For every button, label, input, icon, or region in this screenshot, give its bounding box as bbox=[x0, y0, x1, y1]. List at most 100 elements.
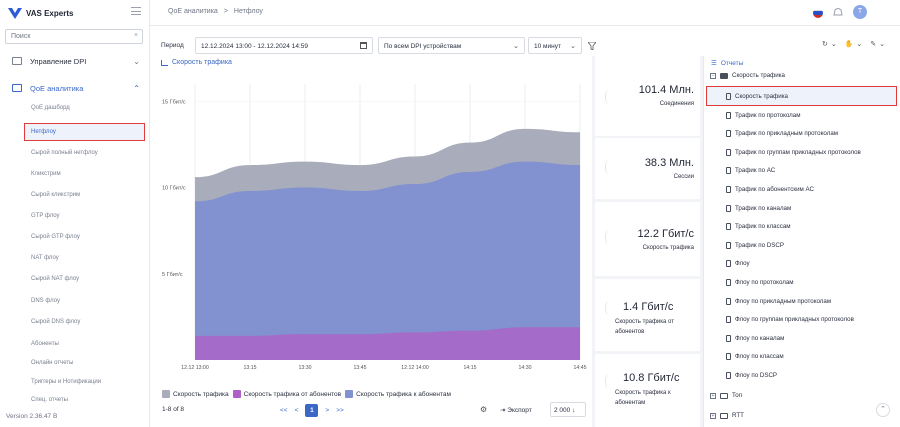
nav-item-special-reports[interactable]: Спец. отчеты bbox=[31, 397, 68, 403]
nav-item-online-reports[interactable]: Онлайн отчеты bbox=[31, 360, 74, 366]
hamburger-menu-icon[interactable] bbox=[131, 7, 141, 15]
nav-item-subscribers[interactable]: Абоненты bbox=[31, 341, 59, 347]
document-icon bbox=[726, 372, 731, 379]
document-icon bbox=[726, 186, 731, 193]
notifications-icon[interactable] bbox=[832, 7, 844, 17]
breadcrumb-item-netflow: Нетфлоу bbox=[233, 8, 263, 15]
refresh-icon[interactable]: ↻ bbox=[822, 41, 831, 48]
nav-item-clickstream[interactable]: Кликстрим bbox=[31, 171, 61, 177]
export-button[interactable]: ⇥ Экспорт bbox=[500, 407, 532, 414]
logo[interactable]: VAS Experts bbox=[8, 6, 73, 20]
chart-icon bbox=[161, 59, 168, 66]
breadcrumb-item-qoe[interactable]: QoE аналитика bbox=[168, 8, 218, 15]
breadcrumb: QoE аналитика > Нетфлоу bbox=[168, 8, 263, 15]
report-item[interactable]: Трафик по АС bbox=[726, 167, 775, 175]
tree-folder-traffic-speed[interactable]: − Скорость трафика bbox=[710, 72, 785, 79]
kpi-label: Скорость трафика от абонентов bbox=[615, 319, 675, 335]
scroll-to-top-button[interactable]: ⌃ bbox=[876, 403, 890, 417]
period-picker[interactable]: 12.12.2024 13:00 - 12.12.2024 14:59 bbox=[195, 37, 373, 54]
first-page-button[interactable]: << bbox=[280, 407, 288, 414]
document-icon bbox=[726, 93, 731, 100]
folder-label: RTT bbox=[732, 412, 744, 419]
dropdown-icon[interactable]: ⌄ bbox=[830, 41, 840, 48]
kpi-card-traffic-from-subscribers: 1.4 Гбит/с Скорость трафика от абонентов bbox=[595, 279, 700, 351]
report-item[interactable]: Флоу по группам прикладных протоколов bbox=[726, 316, 854, 324]
expand-icon[interactable]: + bbox=[710, 412, 716, 419]
filter-icon[interactable] bbox=[588, 42, 596, 50]
nav-item-dns-flow[interactable]: DNS флоу bbox=[31, 298, 60, 304]
legend-item-total[interactable]: Скорость трафика bbox=[162, 390, 229, 398]
user-avatar[interactable]: T bbox=[853, 5, 867, 19]
nav-item-raw-nat-flow[interactable]: Сырой NAT флоу bbox=[31, 276, 80, 282]
report-item[interactable]: Флоу по DSCP bbox=[726, 372, 777, 379]
nav-item-raw-dns-flow[interactable]: Сырой DNS флоу bbox=[31, 319, 81, 325]
nav-item-nat-flow[interactable]: NAT флоу bbox=[31, 255, 59, 261]
chevron-down-icon: ⌄ bbox=[513, 43, 519, 50]
chart-title[interactable]: Скорость трафика bbox=[161, 59, 232, 66]
interval-select[interactable]: 10 минут ⌄ bbox=[528, 37, 582, 54]
reports-title: Отчеты bbox=[720, 59, 744, 67]
report-item[interactable]: Скорость трафика bbox=[726, 93, 788, 100]
traffic-chart[interactable]: 15 Гбит/с 10 Гбит/с 5 Гбит/с 12.12 13:00 13:… bbox=[150, 70, 590, 390]
report-item[interactable]: Флоу по классам bbox=[726, 353, 784, 361]
report-item[interactable]: Флоу bbox=[726, 260, 750, 268]
report-item[interactable]: Трафик по DSCP bbox=[726, 241, 784, 249]
report-item[interactable]: Трафик по классам bbox=[726, 223, 791, 231]
current-page-button[interactable]: 1 bbox=[305, 404, 319, 417]
tree-folder-rtt[interactable]: + RTT bbox=[710, 412, 744, 419]
nav-item-qoe-dashboard[interactable]: QoE дашборд bbox=[31, 105, 70, 111]
legend-item-to-subscribers[interactable]: Скорость трафика к абонентам bbox=[345, 390, 451, 398]
report-item[interactable]: Трафик по группам прикладных протоколов bbox=[726, 148, 861, 156]
kpi-decoration bbox=[605, 230, 611, 244]
nav-group-qoe-analytics[interactable]: QoE аналитика ⌃ bbox=[0, 79, 150, 97]
report-item-label: Флоу по прикладным протоколам bbox=[735, 297, 832, 305]
document-icon bbox=[726, 167, 731, 175]
folder-icon bbox=[720, 392, 728, 399]
x-tick-label: 13:15 bbox=[244, 365, 257, 371]
next-page-button[interactable]: > bbox=[325, 407, 330, 414]
dpi-device-select[interactable]: По всем DPI устройствам ⌄ bbox=[378, 37, 525, 54]
report-item[interactable]: Трафик по каналам bbox=[726, 204, 792, 212]
folder-icon bbox=[720, 412, 728, 419]
y-tick-label: 10 Гбит/с bbox=[162, 186, 186, 192]
nav-item-raw-gtp-flow[interactable]: Сырой GTP флоу bbox=[31, 234, 80, 240]
collapse-icon[interactable]: − bbox=[710, 72, 716, 79]
dropdown-icon[interactable]: ⌄ bbox=[856, 41, 866, 48]
report-item[interactable]: Флоу по прикладным протоколам bbox=[726, 297, 832, 305]
kpi-card-traffic-to-subscribers: 10.8 Гбит/с Скорость трафика к абонентам bbox=[595, 354, 700, 427]
nav-group-dpi-management[interactable]: Управление DPI ⌄ bbox=[0, 52, 150, 70]
nav-item-raw-full-netflow[interactable]: Сырой полный нетфлоу bbox=[31, 150, 98, 156]
report-item[interactable]: Трафик по протоколам bbox=[726, 111, 801, 119]
report-item[interactable]: Трафик по прикладным протоколам bbox=[726, 130, 838, 138]
nav-item-gtp-flow[interactable]: GTP флоу bbox=[31, 213, 60, 219]
expand-icon[interactable]: + bbox=[710, 392, 716, 399]
pan-icon[interactable]: ✋ bbox=[844, 41, 857, 48]
folder-open-icon bbox=[720, 72, 728, 79]
page-size-select[interactable]: 2 000 ↓ bbox=[550, 402, 586, 417]
search-input[interactable]: Поиск × bbox=[5, 29, 143, 44]
nav-item-triggers[interactable]: Триггеры и Нотификации bbox=[31, 379, 102, 385]
chevron-down-icon: ⌄ bbox=[133, 56, 140, 66]
prev-page-button[interactable]: < bbox=[294, 407, 299, 414]
tree-folder-top[interactable]: + Топ bbox=[710, 392, 742, 399]
dropdown-icon[interactable]: ⌄ bbox=[879, 41, 888, 48]
report-item-label: Трафик по каналам bbox=[735, 204, 792, 212]
report-item[interactable]: Флоу по протоколам bbox=[726, 279, 794, 286]
nav-item-raw-clickstream[interactable]: Сырой кликстрим bbox=[31, 192, 81, 198]
settings-gear-icon[interactable]: ⚙ bbox=[480, 405, 488, 414]
x-tick-label: 12.12 14:00 bbox=[401, 365, 429, 371]
legend-swatch bbox=[232, 390, 241, 398]
language-flag-icon[interactable] bbox=[813, 8, 823, 18]
kpi-panel: 101.4 Млн. Соединения 38.3 Млн. Сессии 1… bbox=[592, 56, 703, 427]
report-item[interactable]: Флоу по каналам bbox=[726, 334, 784, 342]
legend-item-from-subscribers[interactable]: Скорость трафика от абонентов bbox=[232, 390, 341, 398]
draw-icon[interactable]: ✎ bbox=[870, 41, 880, 48]
report-item[interactable]: Трафик по абонентским АС bbox=[726, 186, 814, 193]
traffic-area-chart[interactable]: 15 Гбит/с 10 Гбит/с 5 Гбит/с 12.12 13:00 13:… bbox=[150, 70, 590, 390]
clear-search-icon[interactable]: × bbox=[133, 32, 138, 39]
report-item-label: Флоу по DSCP bbox=[735, 372, 778, 379]
last-page-button[interactable]: >> bbox=[336, 407, 344, 414]
toolbar-actions[interactable]: ↻⌄ ✋⌄ ✎⌄ bbox=[822, 40, 888, 48]
dpi-device-value: По всем DPI устройствам bbox=[384, 43, 462, 50]
nav-item-netflow[interactable]: Нетфлоу bbox=[24, 123, 145, 141]
